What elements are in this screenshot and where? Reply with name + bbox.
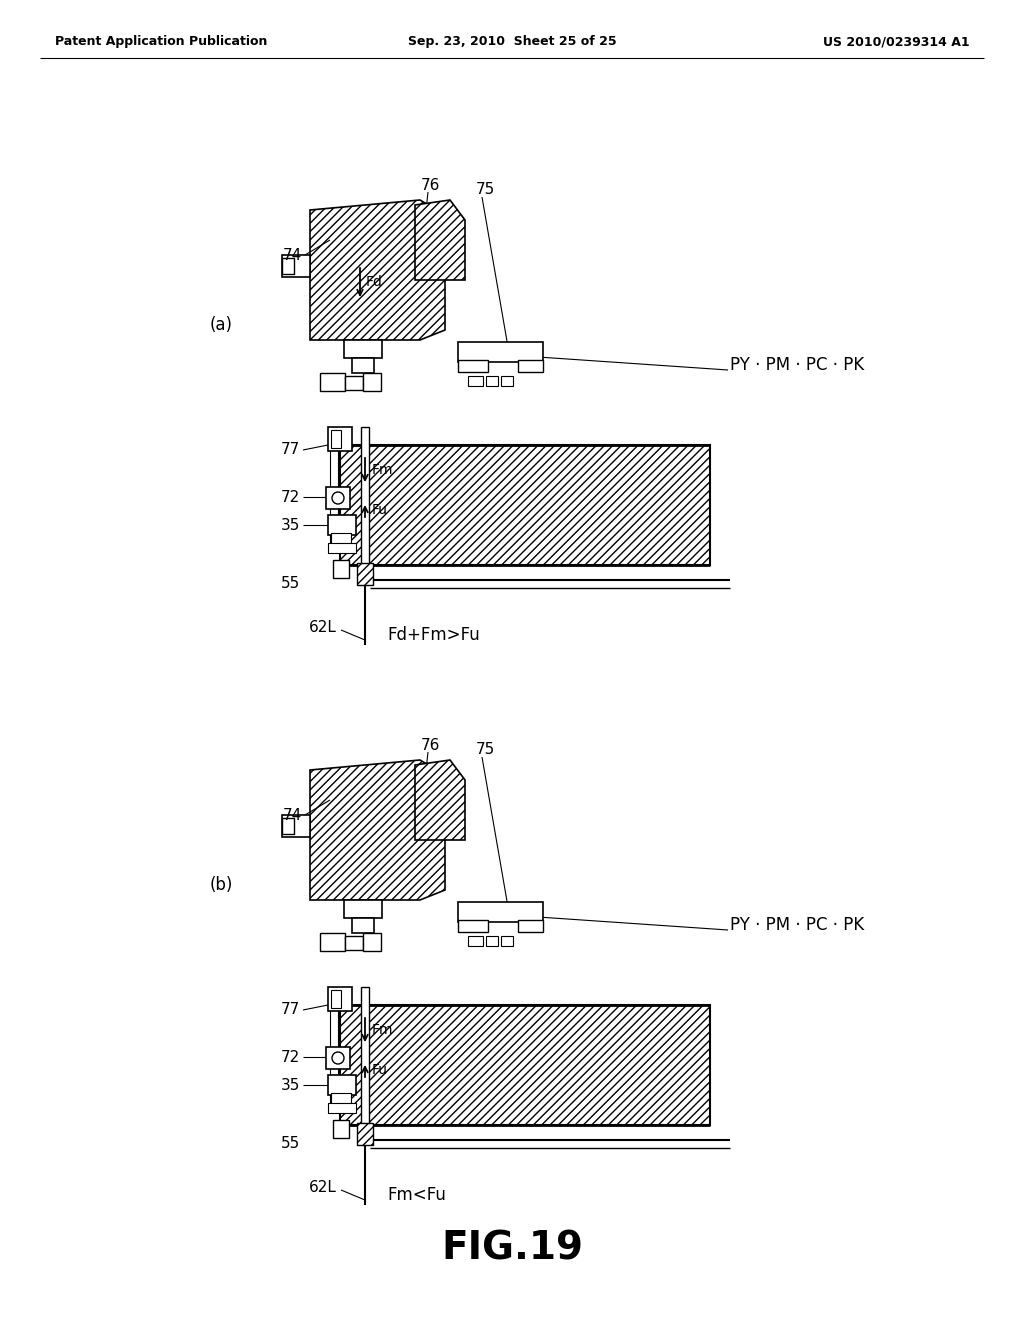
Text: Fd: Fd bbox=[366, 275, 383, 289]
Text: 75: 75 bbox=[475, 182, 495, 198]
Text: 75: 75 bbox=[475, 742, 495, 758]
Bar bbox=[282, 257, 294, 275]
Text: Fd+Fm>Fu: Fd+Fm>Fu bbox=[387, 626, 480, 644]
Bar bbox=[345, 376, 362, 389]
Bar bbox=[328, 543, 356, 553]
Bar bbox=[319, 933, 345, 950]
Text: 77: 77 bbox=[281, 442, 300, 458]
Text: 55: 55 bbox=[281, 1137, 300, 1151]
Text: 62L: 62L bbox=[309, 619, 337, 635]
Bar bbox=[458, 920, 488, 932]
Text: 76: 76 bbox=[420, 177, 439, 193]
Bar bbox=[468, 376, 483, 385]
Bar bbox=[357, 1123, 373, 1144]
Text: 35: 35 bbox=[281, 517, 300, 532]
Text: 35: 35 bbox=[281, 1077, 300, 1093]
Text: 77: 77 bbox=[281, 1002, 300, 1018]
Bar bbox=[468, 936, 483, 946]
Bar bbox=[282, 814, 310, 837]
Text: 74: 74 bbox=[283, 808, 302, 822]
Text: Patent Application Publication: Patent Application Publication bbox=[55, 36, 267, 49]
Bar bbox=[328, 426, 352, 451]
Bar bbox=[518, 920, 543, 932]
Text: 55: 55 bbox=[281, 577, 300, 591]
Bar bbox=[331, 990, 341, 1008]
Text: Fm<Fu: Fm<Fu bbox=[387, 1185, 445, 1204]
Bar bbox=[319, 374, 345, 391]
Bar bbox=[328, 1104, 356, 1113]
Bar bbox=[326, 487, 350, 510]
Bar bbox=[362, 933, 381, 950]
Bar bbox=[486, 376, 498, 385]
Bar bbox=[352, 917, 374, 933]
Bar bbox=[331, 1093, 351, 1105]
Polygon shape bbox=[415, 201, 465, 280]
Bar bbox=[518, 360, 543, 372]
Bar bbox=[326, 1047, 350, 1069]
Text: Fu: Fu bbox=[372, 503, 388, 517]
Bar bbox=[458, 902, 543, 921]
Text: (b): (b) bbox=[210, 876, 233, 894]
Bar bbox=[340, 445, 710, 565]
Text: 76: 76 bbox=[420, 738, 439, 752]
Bar bbox=[352, 358, 374, 374]
Bar bbox=[361, 987, 369, 1137]
Bar bbox=[357, 564, 373, 585]
Bar bbox=[501, 376, 513, 385]
Text: FIG.19: FIG.19 bbox=[441, 1229, 583, 1267]
Bar bbox=[328, 1074, 356, 1096]
Text: Fm: Fm bbox=[372, 463, 393, 477]
Bar bbox=[345, 936, 362, 950]
Bar bbox=[282, 255, 310, 277]
Bar bbox=[333, 560, 349, 578]
Bar bbox=[458, 342, 543, 362]
Bar bbox=[362, 374, 381, 391]
Bar bbox=[361, 426, 369, 577]
Bar bbox=[282, 818, 294, 834]
Text: Fm: Fm bbox=[372, 1023, 393, 1038]
Text: US 2010/0239314 A1: US 2010/0239314 A1 bbox=[823, 36, 970, 49]
Bar bbox=[333, 1119, 349, 1138]
Bar bbox=[344, 900, 382, 917]
Text: (a): (a) bbox=[210, 315, 233, 334]
Bar bbox=[328, 987, 352, 1011]
Polygon shape bbox=[415, 760, 465, 840]
Text: 72: 72 bbox=[281, 490, 300, 504]
Polygon shape bbox=[310, 760, 445, 900]
Bar bbox=[340, 1005, 710, 1125]
Bar bbox=[458, 360, 488, 372]
Bar bbox=[331, 533, 351, 545]
Bar bbox=[501, 936, 513, 946]
Text: PY · PM · PC · PK: PY · PM · PC · PK bbox=[730, 356, 864, 374]
Polygon shape bbox=[310, 201, 445, 341]
Bar bbox=[330, 1005, 338, 1105]
Text: 62L: 62L bbox=[309, 1180, 337, 1195]
Circle shape bbox=[332, 1052, 344, 1064]
Text: 74: 74 bbox=[283, 248, 302, 263]
Text: PY · PM · PC · PK: PY · PM · PC · PK bbox=[730, 916, 864, 935]
Text: Sep. 23, 2010  Sheet 25 of 25: Sep. 23, 2010 Sheet 25 of 25 bbox=[408, 36, 616, 49]
Bar bbox=[331, 430, 341, 447]
Circle shape bbox=[332, 492, 344, 504]
Text: 72: 72 bbox=[281, 1049, 300, 1064]
Text: Fu: Fu bbox=[372, 1063, 388, 1077]
Bar bbox=[486, 936, 498, 946]
Bar bbox=[330, 445, 338, 545]
Bar bbox=[344, 341, 382, 358]
Bar bbox=[328, 515, 356, 535]
